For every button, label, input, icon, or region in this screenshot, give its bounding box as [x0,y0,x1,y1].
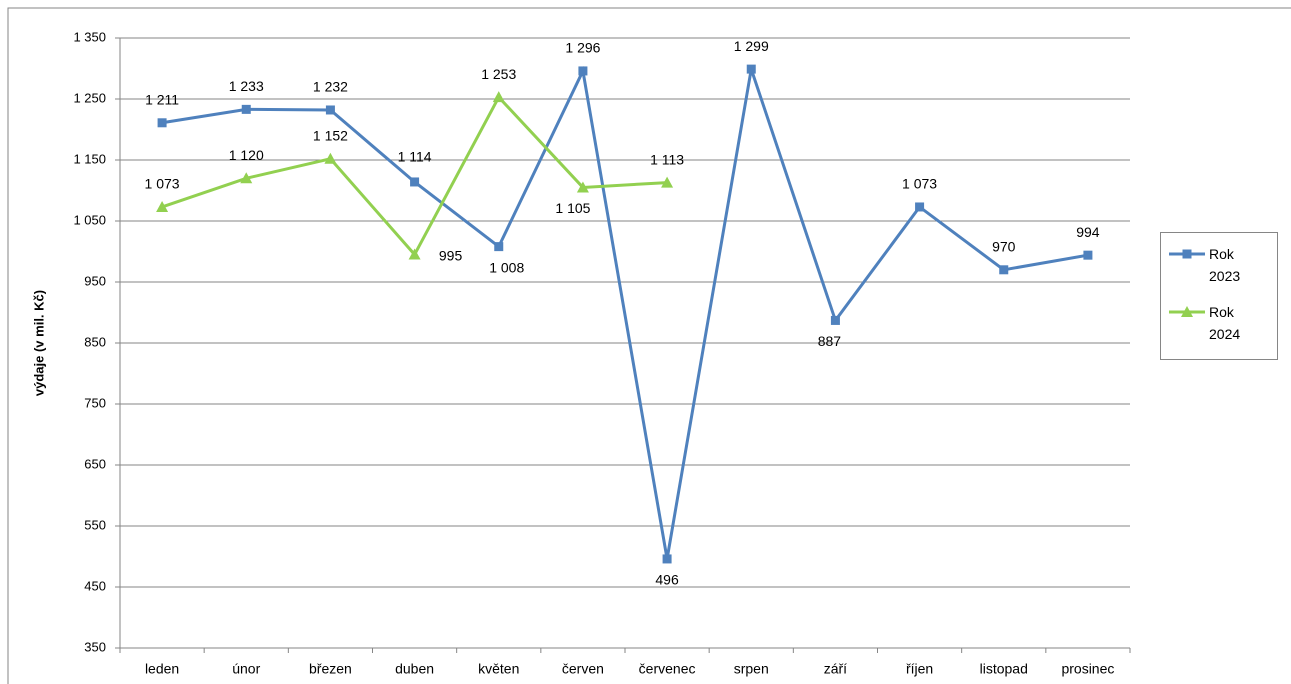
x-tick-label: leden [145,661,179,677]
x-tick-label: září [824,661,847,677]
y-tick-label: 450 [84,578,106,593]
legend-item: Rok 2023 [1169,243,1261,287]
data-label: 1 120 [229,147,264,163]
y-tick-label: 950 [84,273,106,288]
legend: Rok 2023 Rok 2024 [1160,232,1278,360]
marker [662,554,672,564]
x-tick-label: duben [395,661,434,677]
legend-label: Rok 2024 [1209,304,1241,342]
x-tick-label: prosinec [1061,661,1114,677]
data-label: 1 073 [145,176,180,192]
marker [494,242,504,252]
y-tick-label: 1 250 [73,90,106,105]
marker [915,202,925,212]
data-label: 1 253 [481,66,516,82]
legend-label: Rok 2023 [1209,246,1241,284]
y-tick-label: 750 [84,395,106,410]
data-label: 496 [655,572,679,588]
x-tick-label: srpen [734,661,769,677]
x-tick-label: říjen [906,661,933,677]
x-tick-label: červen [562,661,604,677]
legend-swatch [1169,249,1205,259]
data-label: 995 [439,247,463,263]
y-tick-label: 350 [84,639,106,654]
y-tick-label: 550 [84,517,106,532]
legend-item: Rok 2024 [1169,301,1261,345]
data-label: 1 152 [313,127,348,143]
marker [492,91,505,103]
marker [661,176,674,188]
marker [576,181,589,193]
data-label: 1 296 [565,40,600,56]
y-tick-label: 1 350 [73,29,106,44]
marker [240,172,253,184]
data-label: 970 [992,239,1016,255]
marker [1181,306,1193,317]
data-label: 1 114 [398,149,432,165]
data-label: 1 233 [229,78,264,94]
data-label: 1 113 [650,151,684,167]
y-tick-label: 650 [84,456,106,471]
data-label: 887 [818,333,842,349]
data-label: 1 105 [555,200,590,216]
marker [325,105,335,115]
marker [746,64,756,74]
data-label: 1 232 [313,79,348,95]
marker [241,104,251,114]
y-tick-label: 1 050 [73,212,106,227]
x-tick-label: červenec [639,661,696,677]
marker [157,118,167,128]
marker [324,152,337,164]
marker [1083,250,1093,260]
x-tick-label: květen [478,661,519,677]
marker [410,177,420,187]
marker [1182,249,1192,259]
data-label: 1 299 [734,38,769,54]
chart-frame [7,7,1291,684]
y-tick-label: 850 [84,334,106,349]
legend-swatch [1169,306,1205,317]
marker [408,248,421,260]
data-label: 994 [1076,224,1100,240]
y-axis-label: výdaje (v mil. Kč) [31,290,46,396]
x-tick-label: březen [309,661,352,677]
marker [999,265,1009,275]
marker [578,66,588,76]
x-tick-label: listopad [980,661,1028,677]
data-label: 1 211 [145,91,179,107]
marker [156,200,169,212]
data-label: 1 008 [489,259,524,275]
series-line [161,66,1089,560]
x-tick-label: únor [232,661,260,677]
data-label: 1 073 [902,176,937,192]
y-tick-label: 1 150 [73,151,106,166]
marker [830,315,840,325]
